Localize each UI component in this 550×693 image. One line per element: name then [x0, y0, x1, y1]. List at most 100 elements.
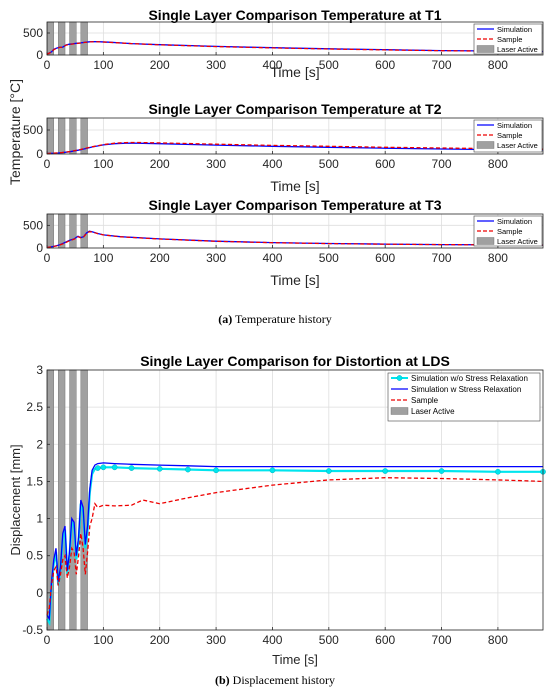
x-tick-label: 300 — [206, 157, 226, 171]
x-tick-label: 0 — [44, 633, 51, 647]
laser-active-patch — [47, 117, 54, 155]
legend-label: Sample — [411, 396, 439, 405]
y-tick-label: 500 — [23, 26, 43, 40]
legend-label: Sample — [497, 227, 522, 236]
x-tick-label: 600 — [375, 58, 395, 72]
series-marker — [495, 468, 501, 475]
x-tick-label: 300 — [206, 633, 226, 647]
caption-b-label: (b) — [215, 673, 230, 687]
series-line — [46, 141, 544, 155]
y-tick-label: 0.5 — [26, 549, 43, 563]
legend-label: Laser Active — [497, 45, 538, 54]
series-line — [46, 230, 544, 249]
x-axis-label: Time [s] — [272, 652, 318, 667]
x-tick-label: 600 — [375, 633, 395, 647]
caption-b: (b) Displacement history — [0, 673, 550, 688]
y-tick-label: 500 — [23, 218, 43, 232]
x-axis-label: Time [s] — [270, 178, 319, 194]
y-tick-label: 500 — [23, 123, 43, 137]
temperature-ylabel: Temperature [°C] — [7, 79, 23, 185]
x-tick-label: 800 — [488, 157, 508, 171]
axes-box — [46, 213, 544, 249]
legend-patch — [476, 141, 495, 149]
chart-title: Single Layer Comparison Temperature at T… — [148, 101, 441, 117]
legend-marker — [396, 375, 403, 381]
legend-label: Laser Active — [411, 407, 455, 416]
series-line — [46, 142, 544, 155]
legend-label: Sample — [497, 35, 522, 44]
x-tick-label: 500 — [319, 633, 339, 647]
x-tick-label: 500 — [319, 58, 339, 72]
x-tick-label: 200 — [150, 251, 170, 265]
series-marker — [213, 467, 219, 474]
legend-label: Simulation w Stress Relaxation — [411, 385, 521, 394]
series-marker — [100, 464, 107, 471]
y-tick-label: 2 — [36, 437, 43, 451]
laser-active-patch — [69, 21, 77, 56]
series-marker — [128, 465, 135, 471]
y-tick-label: 0 — [36, 147, 43, 161]
y-tick-label: 1.5 — [26, 474, 43, 488]
series-marker — [185, 466, 191, 473]
chart-title: Single Layer Comparison Temperature at T… — [148, 7, 441, 23]
x-tick-label: 700 — [432, 157, 452, 171]
x-tick-label: 500 — [319, 251, 339, 265]
caption-a-text: Temperature history — [235, 312, 332, 326]
x-tick-label: 400 — [262, 157, 282, 171]
legend-label: Laser Active — [497, 237, 538, 246]
x-tick-label: 800 — [488, 633, 508, 647]
y-tick-label: 0 — [36, 241, 43, 255]
legend-label: Laser Active — [497, 141, 538, 150]
legend-patch — [476, 45, 495, 53]
caption-b-text: Displacement history — [232, 673, 335, 687]
chart-title: Single Layer Comparison Temperature at T… — [148, 197, 441, 213]
chart-t2: 0 100 200 300 400 500 600 700 800 0 500 Single Laye… — [23, 101, 544, 194]
x-tick-label: 400 — [262, 58, 282, 72]
laser-active-patch — [69, 369, 77, 631]
series-marker — [156, 465, 163, 472]
legend-label: Simulation — [497, 121, 532, 130]
x-tick-label: 100 — [93, 633, 113, 647]
legend-label: Simulation w/o Stress Relaxation — [411, 374, 528, 383]
series-marker — [438, 468, 445, 474]
laser-active-patch — [80, 369, 88, 631]
series-marker — [94, 465, 101, 471]
chart-title: Single Layer Comparison for Distortion a… — [140, 353, 450, 369]
x-tick-label: 0 — [44, 157, 51, 171]
y-tick-label: 1 — [36, 512, 43, 526]
laser-active-patch — [58, 21, 66, 56]
x-tick-label: 800 — [488, 251, 508, 265]
legend-label: Simulation — [497, 217, 532, 226]
x-tick-label: 700 — [432, 58, 452, 72]
x-axis-label: Time [s] — [270, 64, 319, 80]
x-tick-label: 200 — [150, 633, 170, 647]
series-line — [46, 466, 543, 627]
chart-lds: 0 100 200 300 400 500 600 700 800-0.500.511.522.… — [8, 353, 546, 667]
x-axis-label: Time [s] — [270, 272, 319, 288]
chart-t3: 0 100 200 300 400 500 600 700 800 0 500 Single Laye… — [23, 197, 544, 288]
x-tick-label: 300 — [206, 251, 226, 265]
x-tick-label: 700 — [432, 251, 452, 265]
axes-box — [46, 117, 544, 155]
laser-active-patch — [69, 213, 77, 249]
series-line — [46, 231, 544, 249]
caption-a-label: (a) — [218, 312, 233, 326]
series-marker — [269, 467, 276, 474]
series-marker — [382, 468, 389, 474]
laser-active-patch — [47, 213, 54, 249]
y-tick-label: 3 — [36, 363, 43, 377]
x-tick-label: 800 — [488, 58, 508, 72]
laser-active-patch — [80, 213, 88, 249]
x-tick-label: 600 — [375, 251, 395, 265]
x-tick-label: 0 — [44, 58, 51, 72]
chart-t1: 0 100 200 300 400 500 600 700 800 0 500 Single Laye… — [23, 7, 544, 80]
laser-active-patch — [58, 117, 66, 155]
x-tick-label: 700 — [432, 633, 452, 647]
series-line — [46, 462, 543, 622]
series-line — [46, 477, 544, 616]
series-marker — [111, 464, 118, 471]
x-tick-label: 0 — [44, 251, 51, 265]
